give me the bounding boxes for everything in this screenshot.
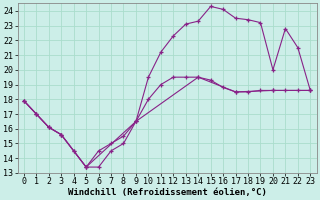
- X-axis label: Windchill (Refroidissement éolien,°C): Windchill (Refroidissement éolien,°C): [68, 188, 267, 197]
